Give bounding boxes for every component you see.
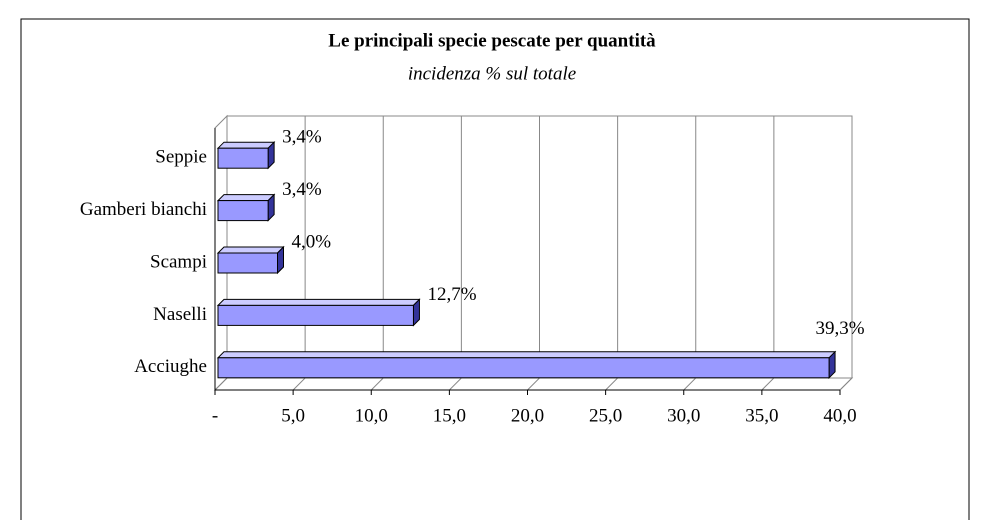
data-label: 3,4% <box>282 179 322 200</box>
chart-title: Le principali specie pescate per quantit… <box>328 30 656 51</box>
data-label: 3,4% <box>282 127 322 148</box>
x-tick-label: 30,0 <box>667 405 700 426</box>
bar-top <box>216 246 285 254</box>
x-tick-label: 15,0 <box>433 405 466 426</box>
bar-top <box>216 141 276 149</box>
x-tick-label: - <box>212 405 218 426</box>
floor-grid-line <box>370 377 384 391</box>
data-label: 12,7% <box>427 284 476 305</box>
chart-border <box>20 18 970 520</box>
floor-grid-line <box>605 377 618 391</box>
bar-top <box>216 194 276 202</box>
floor-grid-line <box>527 377 540 391</box>
y-tick-label: Acciughe <box>134 356 207 377</box>
y-tick-label: Scampi <box>150 251 207 272</box>
x-tick-label: 5,0 <box>281 405 305 426</box>
x-tick-label: 25,0 <box>589 405 622 426</box>
floor-grid-line <box>449 377 462 391</box>
x-tick-label: 35,0 <box>745 405 778 426</box>
floor-grid-line <box>292 377 306 391</box>
bar <box>217 147 269 169</box>
x-tick-label: 40,0 <box>823 405 856 426</box>
x-tick-label: 20,0 <box>511 405 544 426</box>
floor-grid-line <box>761 377 775 391</box>
floor-grid-line <box>683 377 697 391</box>
bar <box>217 200 269 222</box>
data-label: 39,3% <box>815 318 864 339</box>
bar <box>217 357 830 379</box>
floor-grid-line <box>839 377 853 391</box>
x-tick-label: 10,0 <box>355 405 388 426</box>
y-tick-label: Gamberi bianchi <box>80 199 207 220</box>
bar-top <box>216 351 837 359</box>
floor-grid-line <box>214 377 228 391</box>
data-label: 4,0% <box>292 231 332 252</box>
bar <box>217 304 414 326</box>
bar <box>217 252 278 274</box>
chart-subtitle: incidenza % sul totale <box>408 63 576 84</box>
y-tick-label: Naselli <box>153 304 207 325</box>
bar-top <box>216 298 421 306</box>
y-tick-label: Seppie <box>155 147 207 168</box>
